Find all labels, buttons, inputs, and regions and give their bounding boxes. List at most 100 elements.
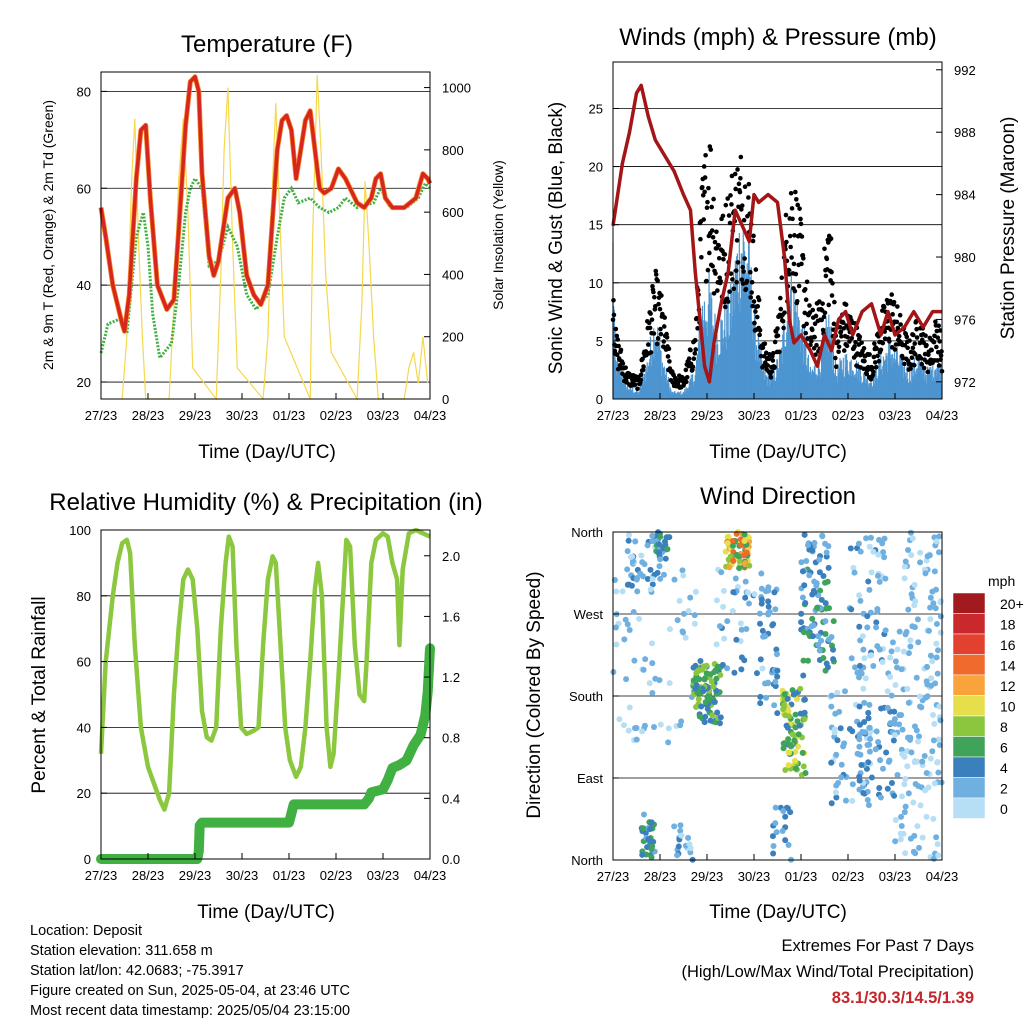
direction-point xyxy=(742,594,749,601)
direction-point xyxy=(696,713,703,720)
gust-point xyxy=(892,347,898,352)
solar-insolation-series xyxy=(121,75,429,402)
direction-point xyxy=(928,675,935,682)
gust-point xyxy=(653,268,659,274)
gust-point xyxy=(931,339,937,345)
gust-point xyxy=(911,362,917,368)
gust-point xyxy=(937,339,942,344)
gust-point xyxy=(788,190,794,196)
gust-point xyxy=(653,272,659,277)
direction-point xyxy=(856,736,863,743)
direction-point xyxy=(773,829,780,836)
direction-point xyxy=(679,567,686,574)
direction-point xyxy=(916,693,923,700)
humidity-y-tick-label: 80 xyxy=(77,589,91,604)
gust-point xyxy=(872,360,878,365)
direction-point xyxy=(676,597,683,604)
direction-point xyxy=(763,694,770,701)
direction-point xyxy=(721,635,728,642)
gust-point xyxy=(876,358,882,364)
gust-point xyxy=(752,320,757,326)
direction-point xyxy=(757,700,764,707)
gust-point xyxy=(705,199,710,205)
gust-point xyxy=(768,375,774,380)
direction-point xyxy=(698,703,705,710)
direction-point xyxy=(898,813,905,820)
gust-point xyxy=(778,306,784,312)
gust-point xyxy=(664,335,670,340)
direction-point xyxy=(634,575,641,582)
direction-point xyxy=(927,594,934,601)
direction-point xyxy=(833,794,840,801)
gust-point xyxy=(706,185,711,191)
gust-point xyxy=(823,273,829,279)
gust-point xyxy=(666,346,672,351)
direction-point xyxy=(675,843,682,850)
direction-point xyxy=(649,538,656,545)
humidity-x-label: Time (Day/UTC) xyxy=(197,902,335,923)
direction-y-tick-label: South xyxy=(569,689,603,704)
direction-point xyxy=(649,640,656,647)
gust-point xyxy=(758,353,764,359)
gust-point xyxy=(744,278,750,284)
direction-point xyxy=(912,780,919,787)
gust-point xyxy=(658,326,663,332)
humidity-y-tick-label: 0 xyxy=(84,852,91,867)
gust-point xyxy=(935,335,941,340)
direction-point xyxy=(902,850,909,857)
gust-point xyxy=(755,304,761,309)
gust-point xyxy=(803,297,809,303)
gust-point xyxy=(702,189,707,195)
gust-point xyxy=(711,196,716,202)
temperature-y-tick-label: 80 xyxy=(77,84,91,99)
direction-point xyxy=(937,613,944,620)
direction-point xyxy=(937,717,944,724)
direction-point xyxy=(645,836,652,843)
direction-point xyxy=(790,691,797,698)
gust-point xyxy=(739,203,745,208)
temperature-y-tick-label: 20 xyxy=(77,375,91,390)
gust-point xyxy=(826,302,832,308)
direction-point xyxy=(931,780,938,787)
gust-point xyxy=(861,345,867,351)
gust-point xyxy=(780,318,786,324)
gust-point xyxy=(701,217,707,222)
direction-point xyxy=(701,676,708,683)
legend-label: 2 xyxy=(1000,781,1008,797)
temperature-y-label: 2m & 9m T (Red, Orange) & 2m Td (Green) xyxy=(40,100,56,370)
direction-point xyxy=(621,636,628,643)
station-latlon: Station lat/lon: 42.0683; -75.3917 xyxy=(30,963,244,979)
gust-point xyxy=(833,364,839,369)
direction-point xyxy=(639,851,646,858)
gust-point xyxy=(791,261,797,267)
direction-point xyxy=(897,836,904,843)
gust-point xyxy=(775,333,781,338)
direction-point xyxy=(856,731,863,738)
direction-point xyxy=(915,639,922,646)
gust-point xyxy=(871,354,877,360)
gust-point xyxy=(726,213,732,218)
gust-point xyxy=(798,216,803,222)
direction-point xyxy=(929,588,936,595)
gust-point xyxy=(781,325,786,331)
direction-point xyxy=(851,569,858,576)
speed-legend: mph 20+ 18 16 14 12 10 8 6 4 2 0 xyxy=(952,573,1024,819)
gust-point xyxy=(750,238,756,244)
direction-point xyxy=(640,666,647,673)
gust-point xyxy=(864,371,870,377)
temperature-y2-tick-label: 600 xyxy=(442,205,464,220)
gust-point xyxy=(803,330,808,336)
direction-point xyxy=(917,802,924,809)
humidity-title: Relative Humidity (%) & Precipitation (i… xyxy=(49,489,482,516)
humidity-y-tick-label: 40 xyxy=(77,720,91,735)
direction-point xyxy=(884,704,891,711)
gust-point xyxy=(809,338,814,344)
direction-point xyxy=(727,553,734,560)
gust-point xyxy=(738,154,744,160)
gust-point xyxy=(746,181,752,187)
direction-point xyxy=(882,575,889,582)
direction-point xyxy=(907,529,914,536)
direction-point xyxy=(657,533,664,540)
direction-point xyxy=(907,835,914,842)
